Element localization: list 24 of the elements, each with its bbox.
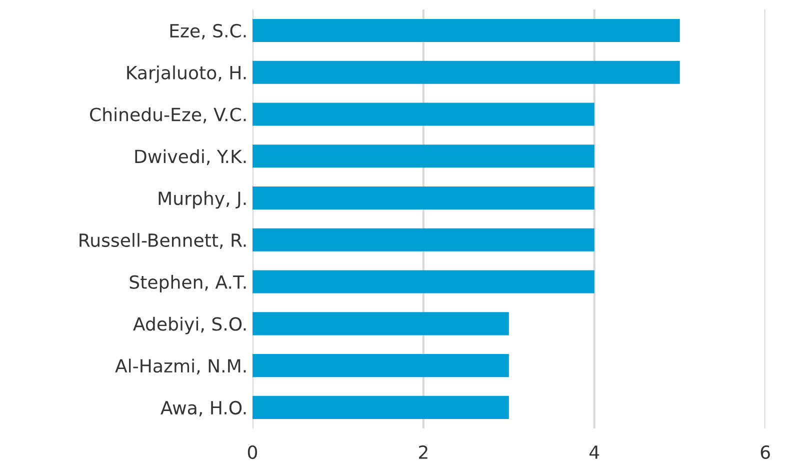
x-tick-label: 6 xyxy=(760,445,770,460)
x-tick-label: 0 xyxy=(248,445,258,460)
bar xyxy=(252,102,594,126)
y-tick-label: Al-Hazmi, N.M. xyxy=(115,358,246,375)
bar xyxy=(252,354,509,378)
bar xyxy=(252,60,680,84)
y-tick-label: Chinedu-Eze, V.C. xyxy=(90,107,246,124)
bar xyxy=(252,186,594,210)
bar xyxy=(252,144,594,168)
x-tick-label: 2 xyxy=(419,445,428,459)
y-tick-label: Dwivedi, Y.K. xyxy=(135,149,246,166)
bar xyxy=(252,18,680,42)
bar xyxy=(252,228,594,252)
bar xyxy=(252,396,509,419)
y-tick-label: Eze, S.C. xyxy=(170,24,246,40)
y-tick-label: Awa, H.O. xyxy=(160,400,246,416)
y-tick-label: Murphy, J. xyxy=(158,191,246,209)
bar xyxy=(252,312,509,336)
y-tick-label: Karjaluoto, H. xyxy=(127,65,246,83)
y-tick-label: Adebiyi, S.O. xyxy=(133,316,246,334)
bar xyxy=(252,270,594,294)
y-tick-label: Stephen, A.T. xyxy=(130,274,246,292)
x-tick-label: 4 xyxy=(590,446,600,459)
y-tick-label: Russell-Bennett, R. xyxy=(80,233,246,249)
